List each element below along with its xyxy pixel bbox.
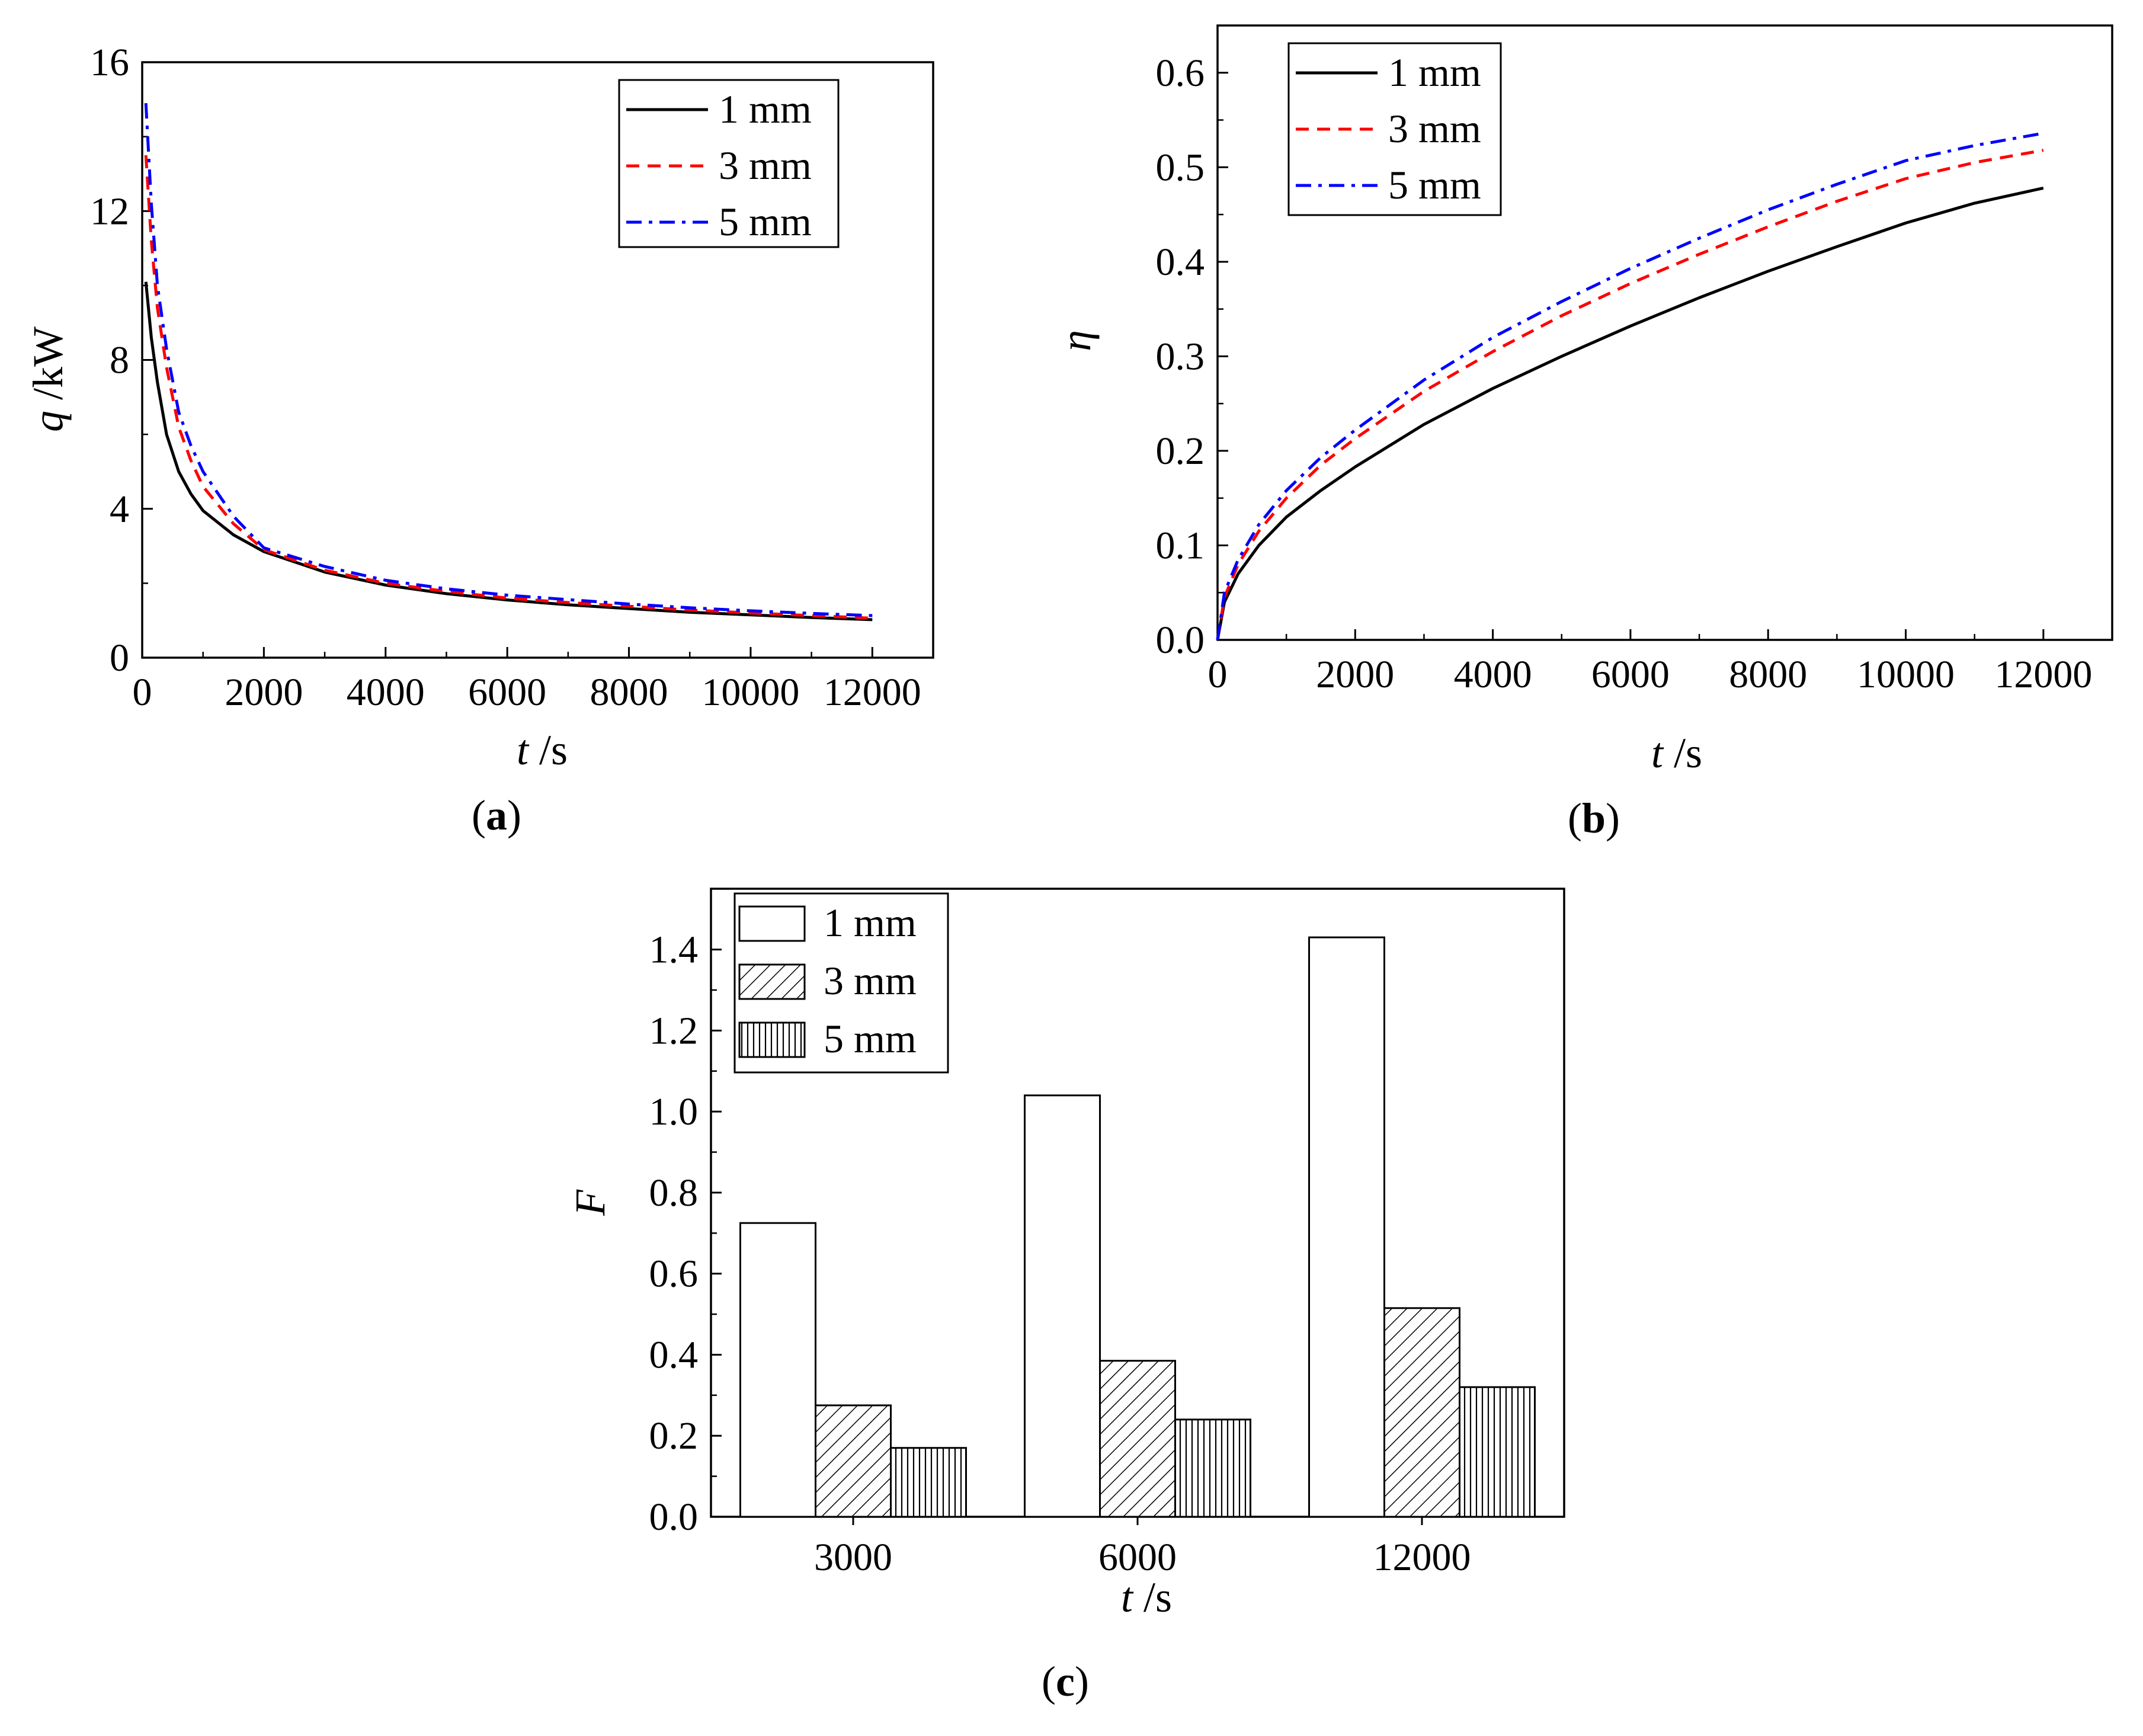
x-tick-label: 0 xyxy=(1208,653,1228,696)
panel-a: 0 4 8 12 16 0 2000 4000 6000 8000 10000 12000 1 mm 3 … xyxy=(24,41,934,839)
y-tick-label: 0 xyxy=(110,636,129,680)
xlabel-c: t /s xyxy=(1121,1574,1172,1621)
x-tick-label: 12000 xyxy=(1373,1536,1471,1579)
series-line-1mm xyxy=(1216,186,2044,640)
y-tick-label: 1.2 xyxy=(649,1009,699,1052)
legend-label: 3 mm xyxy=(719,143,812,188)
plot-area-b: 0.0 0.1 0.2 0.3 0.4 0.5 0.6 0 2000 4000 6000 8000 10… xyxy=(1156,24,2113,696)
x-tick-label: 12000 xyxy=(824,671,921,714)
legend-label: 5 mm xyxy=(824,1016,917,1061)
legend-label: 5 mm xyxy=(719,199,812,244)
bar-1mm-3000 xyxy=(739,1222,816,1518)
xlabel-b: t /s xyxy=(1651,729,1702,777)
panel-c: 0.0 0.2 0.4 0.6 0.8 1.0 1.2 1.4 3000 6000 12000 1 m… xyxy=(566,888,1565,1705)
series-line-3mm xyxy=(144,155,873,620)
y-tick-label: 0.5 xyxy=(1156,146,1205,189)
bar-1mm-12000 xyxy=(1308,936,1385,1518)
x-tick-label: 6000 xyxy=(468,671,546,714)
ylabel-c: F xyxy=(566,1189,614,1216)
y-tick-label: 0.4 xyxy=(1156,241,1205,284)
x-tick-label: 3000 xyxy=(814,1536,892,1579)
x-tick-label: 10000 xyxy=(1857,653,1955,696)
x-tick-label: 6000 xyxy=(1098,1536,1177,1579)
x-tick-label: 6000 xyxy=(1591,653,1670,696)
y-tick-label: 1.0 xyxy=(649,1090,699,1133)
legend-swatch xyxy=(738,963,806,1000)
legend-swatch xyxy=(738,1021,806,1058)
x-tick-label: 10000 xyxy=(701,671,799,714)
y-tick-label: 0.1 xyxy=(1156,524,1205,567)
bar-3mm-6000 xyxy=(1099,1360,1176,1518)
legend-label: 1 mm xyxy=(719,87,812,132)
x-tick-label: 2000 xyxy=(1316,653,1394,696)
x-tick-label: 8000 xyxy=(590,671,668,714)
x-tick-label: 2000 xyxy=(225,671,303,714)
legend-label: 1 mm xyxy=(1388,50,1481,95)
series-line-5mm xyxy=(144,103,873,617)
legend-box xyxy=(618,79,840,248)
x-tick-label: 4000 xyxy=(1454,653,1532,696)
caption-a: (a) xyxy=(472,792,521,839)
y-tick-label: 0.6 xyxy=(1156,52,1205,95)
legend-swatch xyxy=(738,905,806,942)
series-line-1mm xyxy=(144,281,873,622)
bar-3mm-12000 xyxy=(1383,1307,1460,1518)
xlabel-a: t /s xyxy=(517,726,568,774)
y-tick-label: 0.0 xyxy=(1156,619,1205,662)
panel-b: 0.0 0.1 0.2 0.3 0.4 0.5 0.6 0 2000 4000 6000 8000 10… xyxy=(1052,24,2113,842)
legend-label: 3 mm xyxy=(1388,106,1481,151)
ylabel-a: q /kW xyxy=(24,326,72,432)
y-tick-label: 0.3 xyxy=(1156,335,1205,378)
ylabel-b: η xyxy=(1052,330,1100,351)
y-tick-label: 0.2 xyxy=(1156,430,1205,473)
y-tick-label: 12 xyxy=(90,190,129,233)
y-tick-label: 1.4 xyxy=(649,928,699,972)
plot-area-a: 0 4 8 12 16 0 2000 4000 6000 8000 10000 12000 1 mm 3 … xyxy=(90,41,934,714)
y-tick-label: 0.0 xyxy=(649,1495,699,1539)
series-line-3mm xyxy=(1216,149,2044,640)
x-tick-label: 8000 xyxy=(1729,653,1807,696)
y-tick-label: 0.8 xyxy=(649,1171,699,1215)
series-line-5mm xyxy=(1216,132,2044,640)
bar-1mm-6000 xyxy=(1024,1094,1101,1518)
caption-b: (b) xyxy=(1568,795,1620,842)
plot-area-c: 0.0 0.2 0.4 0.6 0.8 1.0 1.2 1.4 3000 6000 12000 1 m… xyxy=(649,888,1565,1579)
y-tick-label: 0.4 xyxy=(649,1333,699,1376)
y-tick-label: 8 xyxy=(110,339,129,382)
x-tick-label: 0 xyxy=(133,671,152,714)
x-tick-label: 12000 xyxy=(1994,653,2092,696)
y-tick-label: 0.6 xyxy=(649,1253,699,1296)
legend-label: 3 mm xyxy=(824,958,917,1003)
bar-5mm-3000 xyxy=(890,1447,967,1518)
axes-frame xyxy=(1216,24,2113,641)
bar-5mm-6000 xyxy=(1174,1418,1251,1518)
bar-5mm-12000 xyxy=(1459,1386,1536,1518)
legend-label: 1 mm xyxy=(824,900,917,945)
caption-c: (c) xyxy=(1042,1658,1089,1705)
y-tick-label: 16 xyxy=(90,41,129,84)
bar-3mm-3000 xyxy=(815,1404,892,1518)
y-tick-label: 4 xyxy=(110,488,129,531)
y-tick-label: 0.2 xyxy=(649,1414,699,1458)
x-tick-label: 4000 xyxy=(347,671,425,714)
legend-label: 5 mm xyxy=(1388,162,1481,207)
